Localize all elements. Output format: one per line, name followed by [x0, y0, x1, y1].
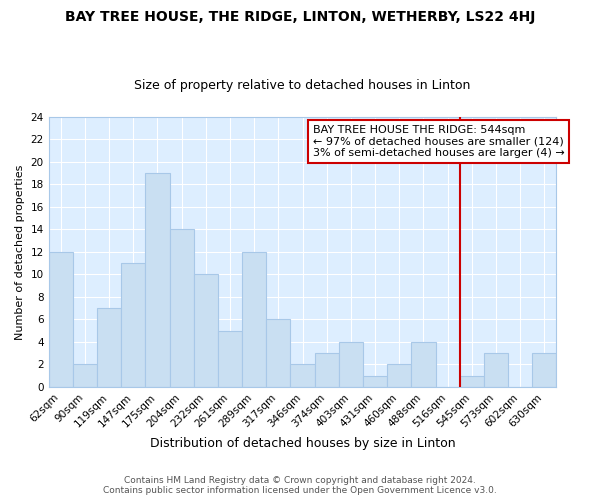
- Bar: [290, 364, 314, 387]
- Y-axis label: Number of detached properties: Number of detached properties: [15, 164, 25, 340]
- Bar: [49, 252, 73, 387]
- Bar: [460, 376, 484, 387]
- Bar: [97, 308, 121, 387]
- Bar: [266, 320, 290, 387]
- Bar: [73, 364, 97, 387]
- Bar: [194, 274, 218, 387]
- Bar: [363, 376, 387, 387]
- Title: Size of property relative to detached houses in Linton: Size of property relative to detached ho…: [134, 79, 471, 92]
- Bar: [145, 173, 170, 387]
- Text: BAY TREE HOUSE, THE RIDGE, LINTON, WETHERBY, LS22 4HJ: BAY TREE HOUSE, THE RIDGE, LINTON, WETHE…: [65, 10, 535, 24]
- X-axis label: Distribution of detached houses by size in Linton: Distribution of detached houses by size …: [150, 437, 455, 450]
- Bar: [339, 342, 363, 387]
- Bar: [121, 263, 145, 387]
- Bar: [484, 353, 508, 387]
- Bar: [170, 230, 194, 387]
- Bar: [532, 353, 556, 387]
- Bar: [412, 342, 436, 387]
- Bar: [242, 252, 266, 387]
- Bar: [314, 353, 339, 387]
- Bar: [387, 364, 412, 387]
- Text: BAY TREE HOUSE THE RIDGE: 544sqm
← 97% of detached houses are smaller (124)
3% o: BAY TREE HOUSE THE RIDGE: 544sqm ← 97% o…: [313, 125, 565, 158]
- Text: Contains HM Land Registry data © Crown copyright and database right 2024.
Contai: Contains HM Land Registry data © Crown c…: [103, 476, 497, 495]
- Bar: [218, 330, 242, 387]
